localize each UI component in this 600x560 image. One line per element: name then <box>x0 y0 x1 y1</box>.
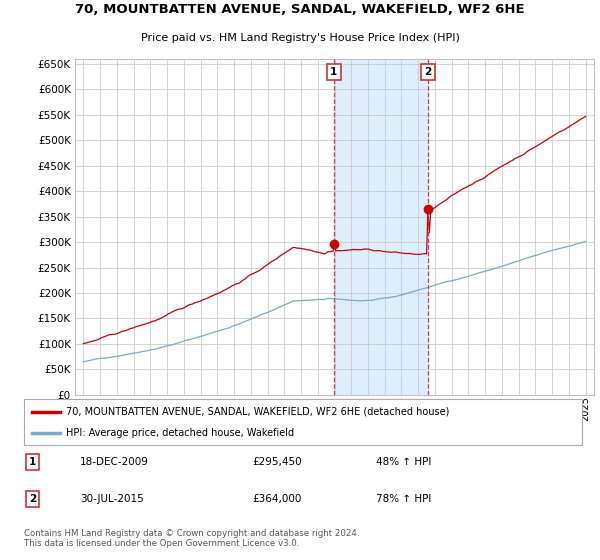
Text: 18-DEC-2009: 18-DEC-2009 <box>80 456 149 466</box>
Text: 2: 2 <box>424 67 431 77</box>
Text: HPI: Average price, detached house, Wakefield: HPI: Average price, detached house, Wake… <box>66 428 294 438</box>
Text: Price paid vs. HM Land Registry's House Price Index (HPI): Price paid vs. HM Land Registry's House … <box>140 33 460 43</box>
Text: £295,450: £295,450 <box>253 456 302 466</box>
Text: 48% ↑ HPI: 48% ↑ HPI <box>376 456 431 466</box>
Text: 70, MOUNTBATTEN AVENUE, SANDAL, WAKEFIELD, WF2 6HE: 70, MOUNTBATTEN AVENUE, SANDAL, WAKEFIEL… <box>75 3 525 16</box>
Text: 2: 2 <box>29 494 36 505</box>
Text: 30-JUL-2015: 30-JUL-2015 <box>80 494 143 505</box>
Bar <box>334 59 428 395</box>
Text: 70, MOUNTBATTEN AVENUE, SANDAL, WAKEFIELD, WF2 6HE (detached house): 70, MOUNTBATTEN AVENUE, SANDAL, WAKEFIEL… <box>66 407 449 417</box>
FancyBboxPatch shape <box>24 399 582 445</box>
Text: 1: 1 <box>29 456 36 466</box>
Text: Contains HM Land Registry data © Crown copyright and database right 2024.
This d: Contains HM Land Registry data © Crown c… <box>24 529 359 548</box>
Text: 1: 1 <box>330 67 337 77</box>
Text: 78% ↑ HPI: 78% ↑ HPI <box>376 494 431 505</box>
Text: £364,000: £364,000 <box>253 494 302 505</box>
